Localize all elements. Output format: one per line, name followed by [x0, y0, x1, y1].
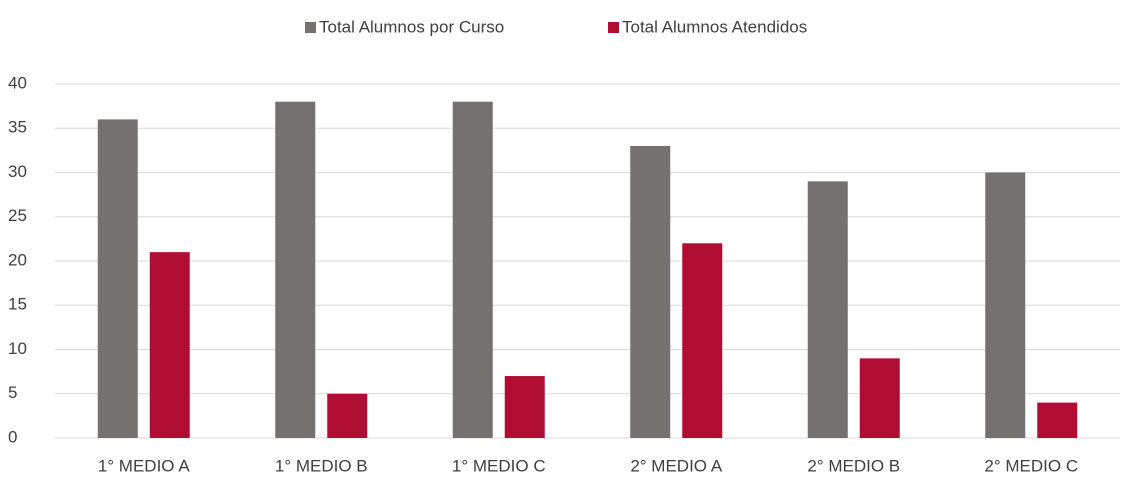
y-tick-label: 30 [8, 162, 27, 181]
y-tick-label: 10 [8, 339, 27, 358]
bar [682, 243, 723, 438]
x-tick-label: 1° MEDIO A [98, 456, 190, 475]
x-tick-label: 1° MEDIO B [275, 456, 368, 475]
y-tick-label: 15 [8, 295, 27, 314]
legend-label: Total Alumnos Atendidos [622, 17, 807, 36]
legend-swatch [305, 22, 316, 33]
bar [859, 358, 900, 438]
bar [807, 181, 848, 438]
y-tick-label: 40 [8, 73, 27, 92]
bar [985, 172, 1026, 438]
bar [452, 101, 493, 438]
y-tick-label: 0 [8, 427, 17, 446]
bar [97, 119, 138, 439]
bar [504, 376, 545, 438]
bar [275, 101, 316, 438]
legend-swatch [608, 22, 619, 33]
x-tick-label: 2° MEDIO B [807, 456, 900, 475]
x-tick-label: 1° MEDIO C [452, 456, 546, 475]
y-tick-label: 35 [8, 118, 27, 137]
x-tick-label: 2° MEDIO C [984, 456, 1078, 475]
y-tick-label: 20 [8, 250, 27, 269]
legend-label: Total Alumnos por Curso [319, 17, 504, 36]
bar [327, 393, 368, 438]
y-tick-label: 25 [8, 206, 27, 225]
bar [630, 145, 671, 438]
bar [149, 252, 190, 438]
bar [1037, 402, 1078, 438]
x-tick-label: 2° MEDIO A [630, 456, 722, 475]
y-tick-label: 5 [8, 383, 17, 402]
